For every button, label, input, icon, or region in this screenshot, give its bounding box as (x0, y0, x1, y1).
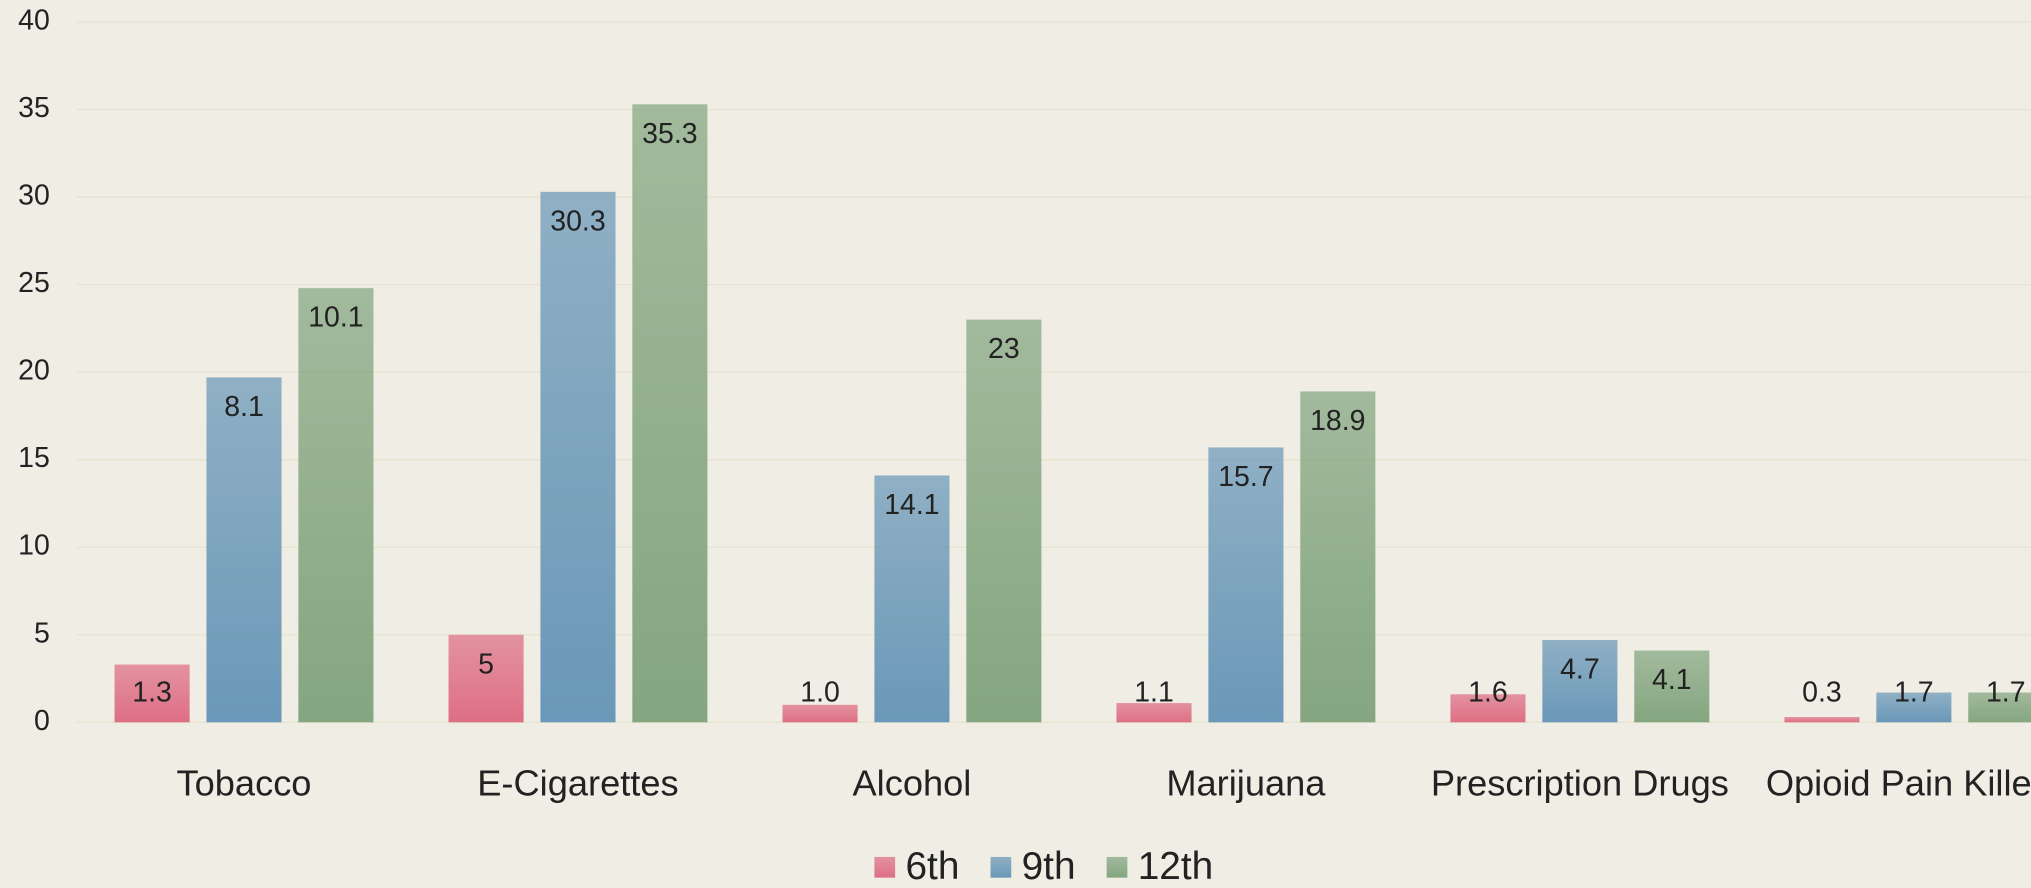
y-tick-label: 15 (18, 442, 50, 474)
x-tick-label: Opioid Pain Killers (1766, 762, 2031, 803)
legend: 6th 9th 12th (874, 845, 1213, 888)
data-label: 15.7 (1218, 461, 1273, 493)
bar (1784, 717, 1860, 723)
data-label: 1.7 (1894, 676, 1934, 708)
data-label: 1.7 (1986, 676, 2026, 708)
data-label: 0.3 (1802, 676, 1842, 708)
bar (782, 704, 858, 723)
data-label: 23 (988, 333, 1020, 365)
bar (206, 377, 282, 723)
bar (1208, 447, 1284, 723)
data-label: 8.1 (224, 391, 264, 423)
data-label: 1.0 (800, 676, 840, 708)
y-tick-label: 35 (18, 92, 50, 124)
data-label: 4.1 (1652, 664, 1692, 696)
x-tick-label: Tobacco (177, 762, 312, 803)
bar (540, 191, 616, 723)
bar (1450, 694, 1526, 723)
bar (966, 319, 1042, 723)
bar (632, 104, 708, 723)
data-label: 1.3 (132, 676, 172, 708)
bar (1300, 391, 1376, 723)
y-tick-label: 25 (18, 267, 50, 299)
y-tick-label: 0 (34, 705, 50, 737)
legend-label: 12th (1138, 845, 1214, 888)
bar (1634, 650, 1710, 723)
data-label: 30.3 (550, 205, 605, 237)
bar (114, 664, 190, 723)
y-tick-label: 5 (34, 617, 50, 649)
legend-swatch (874, 856, 896, 878)
data-label: 10.1 (308, 302, 363, 334)
bar (874, 475, 950, 723)
y-tick-label: 40 (18, 5, 50, 37)
data-label: 18.9 (1310, 405, 1365, 437)
y-tick-label: 20 (18, 355, 50, 387)
x-tick-label: Alcohol (853, 762, 972, 803)
y-tick-label: 30 (18, 180, 50, 212)
legend-label: 9th (1022, 845, 1076, 888)
bar (1116, 703, 1192, 723)
legend-swatch (990, 856, 1012, 878)
data-label: 35.3 (642, 118, 697, 150)
data-label: 4.7 (1560, 654, 1600, 686)
bar (1968, 692, 2031, 723)
x-tick-label: Prescription Drugs (1431, 762, 1729, 803)
bar (1876, 692, 1952, 723)
legend-swatch (1106, 856, 1128, 878)
data-label: 1.1 (1134, 676, 1174, 708)
data-label: 1.6 (1468, 676, 1508, 708)
y-tick-label: 10 (18, 530, 50, 562)
bar (448, 634, 524, 723)
bar (1542, 640, 1618, 723)
legend-label: 6th (905, 845, 959, 888)
data-label: 14.1 (884, 489, 939, 521)
data-label: 5 (478, 648, 494, 680)
bar (298, 288, 374, 723)
x-tick-label: Marijuana (1166, 762, 1326, 803)
x-tick-label: E-Cigarettes (477, 762, 678, 803)
